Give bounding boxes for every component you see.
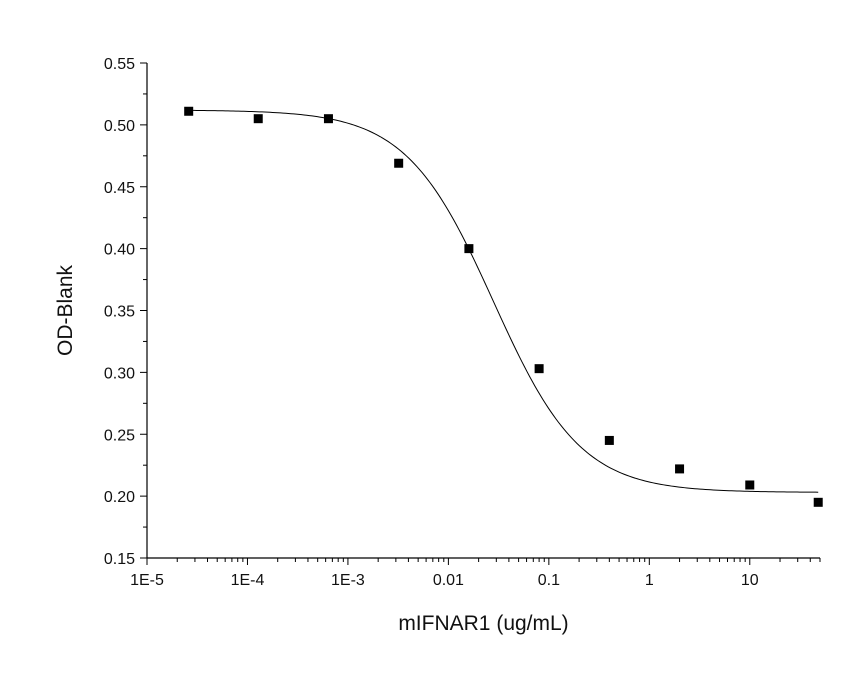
- x-axis-title: mIFNAR1 (ug/mL): [398, 612, 568, 635]
- data-point: [675, 464, 685, 474]
- y-tick-label: 0.15: [104, 551, 135, 568]
- y-tick-label: 0.35: [104, 304, 135, 321]
- data-point: [464, 244, 474, 254]
- y-tick-label: 0.25: [104, 427, 135, 444]
- data-point: [323, 114, 333, 124]
- y-tick-label: 0.30: [104, 365, 135, 382]
- data-points: [184, 106, 823, 507]
- x-tick-label: 1E-5: [130, 572, 164, 589]
- y-tick-label: 0.40: [104, 242, 135, 259]
- data-point: [813, 497, 823, 507]
- data-point: [184, 106, 194, 116]
- y-axis-title: OD-Blank: [54, 264, 77, 356]
- x-tick-label: 10: [741, 572, 759, 589]
- x-tick-label: 0.01: [433, 572, 464, 589]
- y-tick-label: 0.50: [104, 118, 135, 135]
- data-point: [253, 114, 263, 124]
- x-tick-label: 0.1: [538, 572, 560, 589]
- data-point: [394, 158, 404, 168]
- fit-curve: [188, 109, 819, 493]
- fit-curve-layer: [188, 109, 819, 493]
- axes: 0.15 0.20 0.25 0.30 0.35 0.40 0.45 0.50 0.55 1E-5…: [104, 56, 821, 589]
- data-point: [534, 364, 544, 374]
- data-point: [745, 480, 755, 490]
- y-tick-label: 0.55: [104, 56, 135, 73]
- y-tick-label: 0.45: [104, 180, 135, 197]
- x-tick-label: 1E-4: [231, 572, 265, 589]
- data-point: [604, 435, 614, 445]
- x-tick-label: 1: [645, 572, 654, 589]
- y-tick-label: 0.20: [104, 489, 135, 506]
- x-tick-label: 1E-3: [331, 572, 365, 589]
